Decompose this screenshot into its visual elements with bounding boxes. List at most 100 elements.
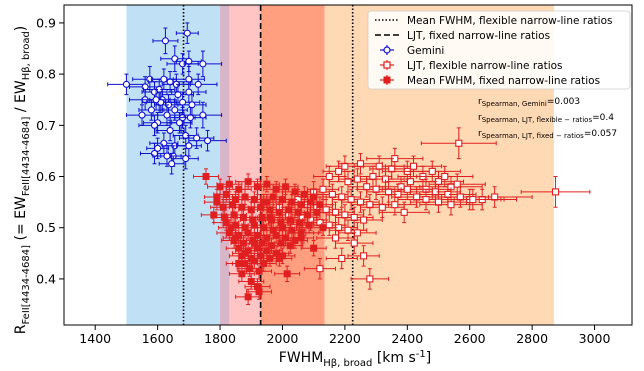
x-axis-title-main: FWHM xyxy=(279,350,324,366)
annot-value: =0.003 xyxy=(547,97,580,107)
filled-square-marker xyxy=(319,224,327,232)
open-circle-marker xyxy=(147,106,155,114)
filled-square-marker xyxy=(255,267,263,275)
open-square-marker xyxy=(335,167,343,175)
data-point xyxy=(272,178,299,195)
data-point xyxy=(269,247,296,265)
x-axis-title-end: ] xyxy=(426,350,431,366)
data-point xyxy=(350,193,390,216)
open-square-marker xyxy=(338,254,346,262)
data-points xyxy=(107,22,591,306)
annot-sub: Spearman, LJT, fixed − ratios xyxy=(482,132,584,140)
open-square-marker xyxy=(403,185,411,193)
annot-main: r xyxy=(478,129,482,139)
y-tick-label: 0.8 xyxy=(36,67,56,82)
filled-square-marker xyxy=(202,173,210,181)
data-point xyxy=(419,193,483,216)
open-circle-marker xyxy=(154,144,162,152)
open-square-marker xyxy=(319,185,327,193)
filled-square-marker xyxy=(241,249,249,257)
legend-label: LJT, fixed narrow-line ratios xyxy=(407,30,550,42)
data-point xyxy=(313,165,346,188)
filled-square-marker xyxy=(247,277,255,285)
filled-square-marker xyxy=(235,260,243,268)
y-tick-label: 0.5 xyxy=(36,220,56,235)
y-axis-title: RFeII[4434-4684] (= EWFeII[4434-4684] / … xyxy=(13,26,32,335)
filled-square-marker xyxy=(305,221,313,229)
open-circle-marker xyxy=(152,96,160,104)
data-point xyxy=(238,273,265,290)
axis-ticks: 1400 1600 1800 2000 2200 2400 2600 2800 3000 0.4 0… xyxy=(36,15,610,346)
filled-square-marker xyxy=(283,270,291,278)
open-square-marker xyxy=(551,188,560,196)
data-point xyxy=(416,165,474,188)
data-point xyxy=(183,101,223,129)
legend-entry-mean-fwhm-flexible: Mean FWHM, flexible narrow-line ratios xyxy=(375,15,612,27)
annot-sub: Spearman, Gemini xyxy=(482,100,547,108)
filled-square-marker xyxy=(263,180,271,188)
open-circle-marker xyxy=(194,80,202,88)
series-ljt-flexible-narrow-line-ratios xyxy=(263,127,591,290)
data-point xyxy=(397,188,455,211)
y-axis-title-end: ) xyxy=(13,26,29,31)
data-point xyxy=(125,104,159,126)
data-point xyxy=(274,265,301,282)
filled-square-marker xyxy=(250,239,258,247)
legend-entry-ljt-fixed: LJT, fixed narrow-line ratios xyxy=(375,30,550,42)
filled-square-marker xyxy=(238,270,246,278)
data-point xyxy=(217,219,244,236)
open-circle-marker xyxy=(122,80,130,88)
data-point xyxy=(225,255,252,272)
data-point xyxy=(175,22,199,44)
data-point xyxy=(378,201,430,224)
data-point xyxy=(338,152,383,175)
x-axis-title-unit-sup: -1 xyxy=(416,349,426,360)
data-point xyxy=(350,268,390,290)
open-square-marker xyxy=(325,172,333,181)
y-axis-title-mid: (= EW xyxy=(13,196,29,245)
open-square-marker xyxy=(400,208,408,216)
data-point xyxy=(172,65,205,93)
plot-frame xyxy=(63,4,633,326)
fwhm-band xyxy=(220,5,230,325)
x-tick-label: 1600 xyxy=(142,331,174,346)
open-circle-marker xyxy=(183,29,191,37)
open-circle-marker xyxy=(168,160,176,168)
annot-main: r xyxy=(478,97,482,107)
x-tick-label: 3000 xyxy=(579,331,611,346)
filled-square-marker xyxy=(213,198,221,206)
data-point xyxy=(300,188,327,206)
data-point xyxy=(183,50,223,78)
x-axis-title: FWHMHβ, broad [km s-1] xyxy=(279,349,431,369)
data-point xyxy=(150,68,177,90)
legend-label: Mean FWHM, flexible narrow-line ratios xyxy=(407,15,612,27)
open-square-marker xyxy=(366,275,374,283)
data-point xyxy=(166,112,193,134)
open-square-marker xyxy=(360,216,368,224)
series-gemini xyxy=(107,22,227,175)
open-circle-marker xyxy=(204,137,212,145)
filled-square-marker xyxy=(297,234,305,242)
x-tick-label: 2200 xyxy=(329,331,361,346)
legend-label: Gemini xyxy=(407,45,444,57)
x-axis-title-unit: [km s xyxy=(372,350,415,366)
data-point xyxy=(372,193,418,216)
x-tick-label: 2800 xyxy=(516,331,548,346)
spearman-annotations: rSpearman, Gemini=0.003 rSpearman, LJT, … xyxy=(478,97,617,140)
filled-square-marker xyxy=(282,183,290,191)
y-tick-label: 0.6 xyxy=(36,169,56,184)
data-point xyxy=(235,288,262,306)
data-point xyxy=(300,240,327,257)
y-tick-label: 0.9 xyxy=(36,15,56,30)
open-circle-marker xyxy=(185,88,193,96)
legend-entry-ljt-flexible: LJT, flexible narrow-line ratios xyxy=(380,60,563,72)
filled-square-marker xyxy=(222,190,230,198)
open-square-marker xyxy=(447,201,455,209)
open-square-marker xyxy=(360,252,368,260)
filled-square-marker xyxy=(266,213,274,221)
data-point xyxy=(193,168,219,185)
open-circle-marker xyxy=(138,111,146,119)
open-square-marker xyxy=(350,239,358,247)
data-point xyxy=(520,176,591,208)
